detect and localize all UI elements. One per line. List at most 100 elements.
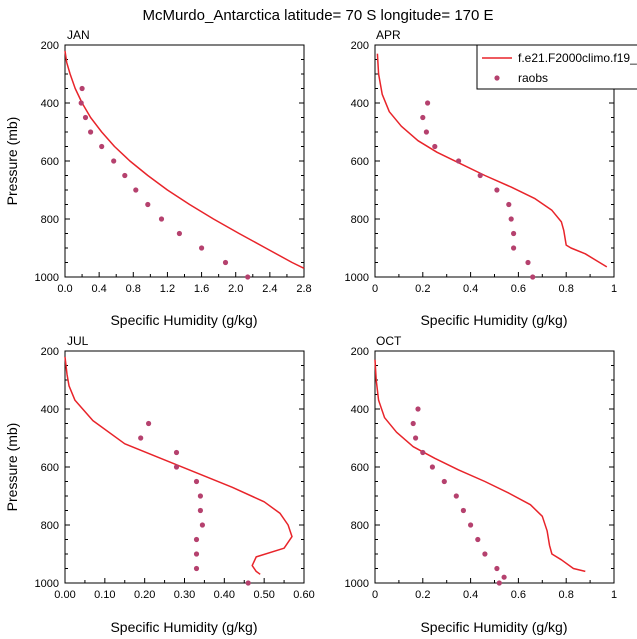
panel-apr-label: APR [376,28,401,42]
panel-oct-raob-point [429,464,435,470]
panel-apr-raob-point [525,259,531,266]
panel-apr-xtick-label: 0.4 [463,283,478,295]
panel-jul-raob-point [193,565,200,572]
figure-title: McMurdo_Antarctica latitude= 70 S longit… [142,7,493,24]
panel-apr-raob-point [530,274,536,280]
panel-apr-marks: 0 0.2 0.4 0.6 0.8 1 200 400 600 800 1000 [345,40,618,295]
panel-jul-ytick-label: 200 [41,346,59,358]
panel-oct-raob-point [482,551,488,557]
panel-oct-raob-point [410,420,416,427]
panel-jan-raob-point [122,172,128,179]
panel-oct-raob-point [441,478,447,485]
panel-jul-raob-point [193,536,200,543]
panel-jul-raob-point [173,449,180,456]
panel-jan-marks: 0.0 0.4 0.8 1.2 1.6 2.0 2.4 2.8 200 400 600 800 1000 [35,40,312,295]
panel-jul-model-line [64,356,293,575]
panel-jul-xtick-label: 0.30 [174,589,195,601]
panel-jan-xtick-label: 2.0 [228,283,243,295]
panel-oct-ytick-label: 600 [351,462,369,474]
panel-oct-xtick-label: 1 [611,589,617,601]
panel-apr-xtick-label: 0.2 [415,283,430,295]
panel-apr-raob-point [420,114,426,121]
panel-oct-frame [374,350,615,584]
panel-jan-xlabel: Specific Humidity (g/kg) [110,312,257,328]
panel-jul-ytick-label: 800 [41,520,59,532]
panel-jan-frame [64,44,305,278]
panel-jul-raob-point [173,464,180,470]
panel-jan-model-line [64,50,305,269]
panel-jan-xtick-label: 1.6 [194,283,209,295]
panel-jan-raob-point [133,187,139,193]
panel-jul-frame [64,350,305,584]
panel-apr-raob-point [508,216,514,222]
panel-oct-label: OCT [376,334,402,348]
panel-jan-raob-point [99,143,105,150]
panel-jan-ytick-label: 200 [41,40,59,52]
panel-jan-ylabel: Pressure (mb) [4,117,20,206]
panel-oct-ytick-label: 1000 [345,578,369,590]
panel-apr-raob-point [494,187,500,193]
panel-apr-ytick-label: 1000 [345,272,369,284]
panel-oct-xtick-label: 0.4 [463,589,478,601]
legend-model-label: f.e21.F2000climo.f19_ [518,51,637,65]
panel-oct-xtick-label: 0.8 [559,589,574,601]
panel-jan-raob-point [82,114,89,121]
legend-obs-swatch [494,75,500,81]
panel-jul-raob-point [193,478,200,485]
panel-jul-xtick-label: 0.10 [94,589,115,601]
panel-apr-ytick-label: 800 [351,214,369,226]
panel-jul-raob-point [146,420,152,427]
panel-jul-xtick-label: 0.50 [253,589,274,601]
panel-oct-model-line [374,359,586,573]
panel-oct-raob-point [460,507,466,514]
panel-apr-xtick-label: 1 [611,283,617,295]
panel-jul-raob-point [138,435,144,441]
panel-jan-raob-point [78,100,84,106]
panel-apr-raob-point [456,158,462,164]
panel-oct-raob-point [475,536,481,543]
panel-jul-ylabel: Pressure (mb) [4,423,20,512]
panel-apr-raob-point [477,172,483,179]
panel-jan-raob-point [111,158,117,164]
legend-box [476,44,637,90]
panel-jan-xtick-label: 1.2 [160,283,175,295]
panel-jul-xtick-label: 0.40 [214,589,235,601]
panel-oct-ytick-label: 200 [351,346,369,358]
panel-oct-raob-point [413,435,419,441]
panel-oct-marks: 0 0.2 0.4 0.6 0.8 1 200 400 600 800 1000 [345,346,618,601]
panel-jul-raob-point [199,522,205,528]
panel-apr-ytick-label: 400 [351,98,369,110]
panel-apr-raob-point [510,245,517,251]
panel-apr-xtick-label: 0.8 [559,283,574,295]
panel-oct-xtick-label: 0.2 [415,589,430,601]
panel-apr-xtick-label: 0 [372,283,378,295]
panel-jul-ytick-label: 600 [41,462,59,474]
panel-jan-xtick-label: 0.0 [57,283,72,295]
panel-jul-ytick-label: 1000 [35,578,59,590]
panel-jan-xtick-label: 2.4 [262,283,277,295]
panel-oct-raob-point [453,493,459,499]
panel-apr: APR 0 0.2 0.4 0.6 0.8 1 200 400 600 800 1000 Speci… [345,28,618,328]
panel-oct-raob-point [420,449,426,456]
panel-jul-raob-point [193,551,200,557]
panel-jan-ytick-label: 1000 [35,272,59,284]
panel-apr-model-line [376,53,608,268]
legend-obs-label: raobs [518,71,548,85]
panel-oct-raob-point [468,522,474,528]
panel-jan-raob-point [145,201,151,208]
panel-apr-xtick-label: 0.6 [511,283,526,295]
panel-jul-raob-point [245,580,251,586]
panel-jul: JUL 0.00 0.10 0.20 0.30 0.40 0.50 0.60 200 400 60… [4,334,315,635]
panel-jul-xtick-label: 0.20 [134,589,155,601]
panel-jan-raob-point [176,230,182,237]
panel-apr-xlabel: Specific Humidity (g/kg) [420,312,567,328]
panel-jan-raob-point [245,274,251,280]
panel-jan-raob-point [199,245,205,251]
panel-apr-raob-point [423,129,429,135]
panel-oct-raob-point [415,406,421,412]
panel-jul-raob-point [197,493,203,499]
panel-jan-ytick-label: 600 [41,156,59,168]
panel-apr-raob-point [432,143,438,150]
panel-oct-raob-point [501,574,507,580]
